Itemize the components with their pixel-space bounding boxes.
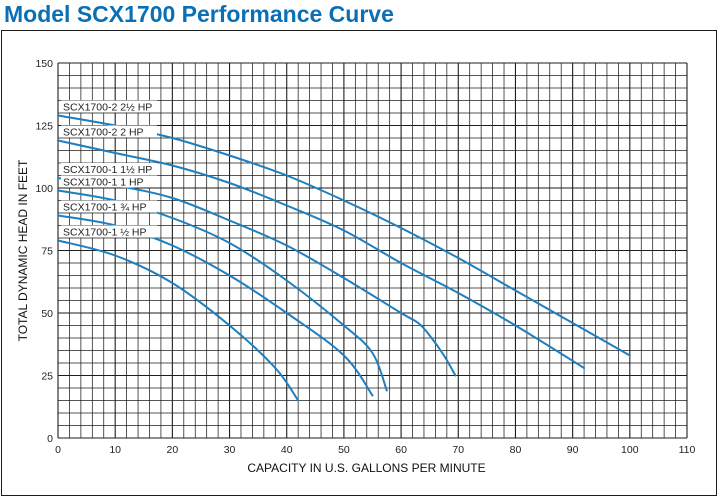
series-label: SCX1700-1 ¾ HP [63,202,146,214]
x-tick-label: 100 [621,444,639,456]
series-label-bg [61,125,157,138]
series-label: SCX1700-1 ½ HP [63,227,146,239]
series-label-bg [61,100,157,113]
x-tick-label: 90 [567,444,579,456]
y-tick-label: 0 [47,433,53,445]
series-label-bg [61,225,157,238]
series-label: SCX1700-2 2½ HP [63,102,152,114]
series-labels: SCX1700-2 2½ HP SCX1700-2 2 HP SCX1700-1 1… [61,100,157,239]
series-line-1 [57,114,631,357]
series-line-3 [57,177,457,377]
x-tick-label: 30 [224,444,236,456]
page-title: Model SCX1700 Performance Curve [4,1,394,27]
chart-grid [57,62,688,439]
x-tick-label: 0 [55,444,61,456]
y-tick-label: 75 [41,246,53,258]
x-tick-label: 80 [510,444,522,456]
x-tick-label: 60 [395,444,407,456]
series-label: SCX1700-1 1 HP [63,177,144,189]
series-line-5 [57,214,374,397]
series-line-4 [57,189,388,392]
chart-frame [1,30,717,496]
axis-ticks: 0 10 20 30 40 50 60 70 80 90 100 110 0 25 50 75 100 125 15… [35,58,695,456]
x-tick-label: 10 [109,444,121,456]
x-tick-label: 40 [281,444,293,456]
x-tick-label: 70 [452,444,464,456]
series-label-bg [61,175,157,188]
x-tick-label: 50 [338,444,350,456]
y-tick-label: 125 [35,121,53,133]
y-tick-label: 150 [35,58,53,70]
y-tick-label: 50 [41,308,53,320]
y-tick-label: 100 [35,183,53,195]
x-axis-label: CAPACITY IN U.S. GALLONS PER MINUTE [247,461,485,475]
x-tick-label: 20 [167,444,179,456]
series-label-bg [61,200,157,213]
series-line-2 [57,139,586,369]
series-line-6 [57,239,300,402]
y-tick-label: 25 [41,371,53,383]
series-label: SCX1700-2 2 HP [63,127,144,139]
y-axis-label: TOTAL DYNAMIC HEAD IN FEET [16,159,30,341]
x-tick-label: 110 [679,444,696,456]
series-label-bg [61,163,157,175]
series-label: SCX1700-1 1½ HP [63,164,152,176]
